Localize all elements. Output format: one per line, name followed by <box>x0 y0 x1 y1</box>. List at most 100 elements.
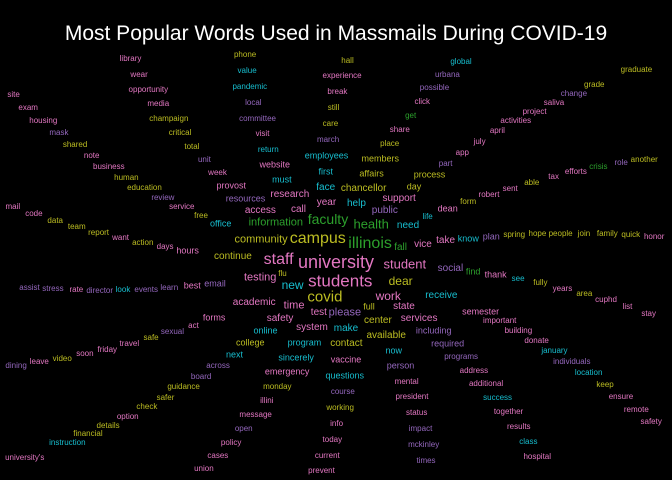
cloud-word: must <box>272 174 292 185</box>
cloud-word: students <box>308 271 373 291</box>
cloud-word: days <box>156 242 174 252</box>
cloud-word: thank <box>484 269 507 280</box>
cloud-word: visit <box>255 129 270 139</box>
figure-title: Most Popular Words Used in Massmails Dur… <box>64 22 608 45</box>
cloud-word: another <box>630 154 658 164</box>
cloud-word: keep <box>596 380 614 390</box>
cloud-word: support <box>382 193 416 205</box>
cloud-word: global <box>450 56 472 66</box>
cloud-word: academic <box>232 296 276 308</box>
cloud-word: full <box>363 301 375 312</box>
cloud-word: safe <box>143 333 159 343</box>
cloud-word: site <box>7 89 20 99</box>
cloud-word: efforts <box>564 167 587 176</box>
cloud-word: times <box>416 456 436 466</box>
cloud-word: opportunity <box>128 84 169 94</box>
cloud-word: dean <box>437 203 458 214</box>
cloud-word: tax <box>548 172 559 182</box>
cloud-word: life <box>422 212 433 222</box>
cloud-word: learn <box>160 283 179 293</box>
cloud-word: emergency <box>264 366 310 377</box>
cloud-word: university's <box>5 452 45 462</box>
cloud-word: sexual <box>160 327 185 337</box>
cloud-word: director <box>86 285 114 295</box>
cloud-word: media <box>147 99 170 109</box>
cloud-word: call <box>290 204 306 215</box>
cloud-word: able <box>524 177 540 187</box>
cloud-word: part <box>438 158 453 168</box>
cloud-word: flu <box>278 268 287 278</box>
cloud-word: faculty <box>307 211 349 228</box>
cloud-word: spring <box>503 230 526 240</box>
cloud-word: community <box>234 233 288 246</box>
cloud-word: union <box>194 463 214 473</box>
cloud-word: testing <box>243 271 277 284</box>
cloud-word: business <box>93 162 125 172</box>
cloud-word: impact <box>408 423 433 433</box>
cloud-word: grade <box>584 80 605 90</box>
cloud-word: research <box>270 189 310 201</box>
cloud-word: review <box>151 192 175 202</box>
cloud-word: forms <box>202 312 226 323</box>
cloud-word: receive <box>425 289 458 301</box>
cloud-word: best <box>183 280 201 291</box>
cloud-word: location <box>574 368 603 378</box>
cloud-word: university <box>297 252 375 272</box>
cloud-word: possible <box>419 83 450 93</box>
cloud-word: email <box>204 278 226 289</box>
cloud-word: remote <box>623 404 649 414</box>
cloud-word: take <box>436 235 456 247</box>
cloud-word: class <box>519 436 538 446</box>
cloud-word: building <box>504 325 533 335</box>
cloud-word: services <box>400 313 438 325</box>
cloud-word: unit <box>197 155 211 165</box>
cloud-word: free <box>194 210 208 220</box>
cloud-word: public <box>371 205 398 217</box>
cloud-word: now <box>385 345 402 356</box>
cloud-word: open <box>234 423 253 433</box>
cloud-word: results <box>506 422 531 432</box>
cloud-word: semester <box>462 306 500 317</box>
cloud-word: march <box>316 134 340 144</box>
cloud-word: join <box>577 228 591 238</box>
cloud-word: january <box>541 346 568 356</box>
cloud-word: center <box>364 315 392 327</box>
cloud-word: family <box>596 229 618 239</box>
cloud-word: honor <box>643 231 665 241</box>
cloud-word: help <box>347 197 366 209</box>
cloud-word: shared <box>62 139 88 149</box>
cloud-word: years <box>552 283 573 293</box>
cloud-word: app <box>455 147 469 157</box>
cloud-word: change <box>560 88 588 98</box>
cloud-word: soon <box>76 349 94 359</box>
cloud-word: travel <box>119 339 140 349</box>
cloud-word: course <box>330 387 355 397</box>
cloud-word: campus <box>289 229 346 247</box>
cloud-word: resources <box>225 193 266 204</box>
cloud-word: access <box>244 204 276 216</box>
cloud-word: ensure <box>608 392 634 402</box>
cloud-word: board <box>190 371 212 381</box>
cloud-word: share <box>389 125 410 135</box>
cloud-word: monday <box>263 381 292 391</box>
cloud-word: mental <box>394 376 419 386</box>
cloud-word: urbana <box>434 69 460 79</box>
cloud-word: area <box>576 289 593 299</box>
cloud-word: staff <box>263 251 294 269</box>
cloud-word: safer <box>156 392 175 402</box>
cloud-word: vaccine <box>330 354 362 365</box>
cloud-word: next <box>225 349 243 360</box>
cloud-word: project <box>522 106 547 116</box>
cloud-word: president <box>395 392 429 402</box>
cloud-word: local <box>245 97 262 107</box>
cloud-word: july <box>473 136 486 146</box>
cloud-word: working <box>326 403 354 413</box>
cloud-word: people <box>548 228 573 238</box>
cloud-word: break <box>327 87 348 97</box>
cloud-word: student <box>383 256 427 272</box>
cloud-word: please <box>328 306 362 319</box>
cloud-word: covid <box>307 288 343 306</box>
cloud-word: provost <box>216 180 246 191</box>
